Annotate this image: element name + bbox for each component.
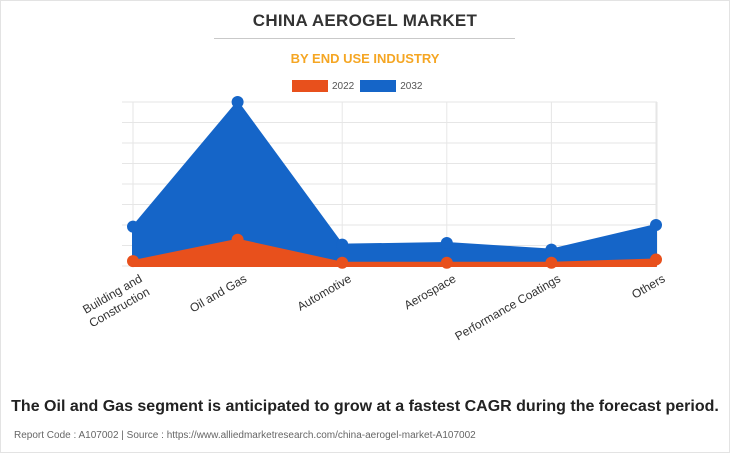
data-point-2022-3 bbox=[440, 256, 453, 269]
x-tick-label: Aerospace bbox=[402, 271, 459, 312]
data-point-2032-2 bbox=[336, 238, 349, 251]
x-tick-label: Automotive bbox=[295, 271, 354, 313]
x-tick-label-line: Others bbox=[629, 271, 667, 301]
key-finding-note: The Oil and Gas segment is anticipated t… bbox=[11, 398, 719, 415]
data-point-2022-4 bbox=[545, 256, 558, 269]
legend-swatch-2022 bbox=[292, 80, 328, 92]
legend-label-2022: 2022 bbox=[332, 80, 355, 92]
chart-title: CHINA AEROGEL MARKET bbox=[252, 11, 478, 30]
x-tick-label: Others bbox=[629, 271, 667, 301]
x-tick-label-line: Automotive bbox=[295, 271, 354, 313]
data-point-2032-1 bbox=[231, 96, 244, 108]
data-point-2022-0 bbox=[127, 255, 139, 268]
x-tick-label: Oil and Gas bbox=[187, 271, 249, 315]
legend-swatch-2032 bbox=[360, 80, 397, 92]
data-point-2022-5 bbox=[650, 253, 662, 266]
data-point-2032-3 bbox=[440, 237, 453, 250]
x-tick-label: Building andConstruction bbox=[79, 271, 152, 330]
data-point-2032-5 bbox=[650, 219, 662, 231]
legend-label-2032: 2032 bbox=[400, 80, 423, 92]
legend-item-2022[interactable]: 2022 bbox=[292, 80, 354, 92]
legend-item-2032[interactable]: 2032 bbox=[360, 80, 423, 92]
title-divider bbox=[214, 38, 515, 39]
data-point-2022-1 bbox=[231, 233, 244, 246]
x-tick-label-line: Performance Coatings bbox=[453, 271, 563, 343]
source-footer: Report Code : A107002 | Source : https:/… bbox=[14, 430, 476, 441]
x-tick-label: Performance Coatings bbox=[453, 271, 563, 343]
area-chart: Building andConstruction Oil and Gas Autom… bbox=[79, 96, 668, 343]
chart-legend: 2022 2032 bbox=[292, 79, 423, 93]
chart-subtitle: BY END USE INDUSTRY bbox=[290, 51, 440, 66]
data-point-2032-0 bbox=[127, 220, 139, 233]
data-point-2022-2 bbox=[336, 256, 349, 269]
x-tick-label-line: Aerospace bbox=[402, 271, 459, 312]
data-point-2032-4 bbox=[545, 243, 558, 256]
x-tick-label-line: Oil and Gas bbox=[187, 271, 249, 315]
